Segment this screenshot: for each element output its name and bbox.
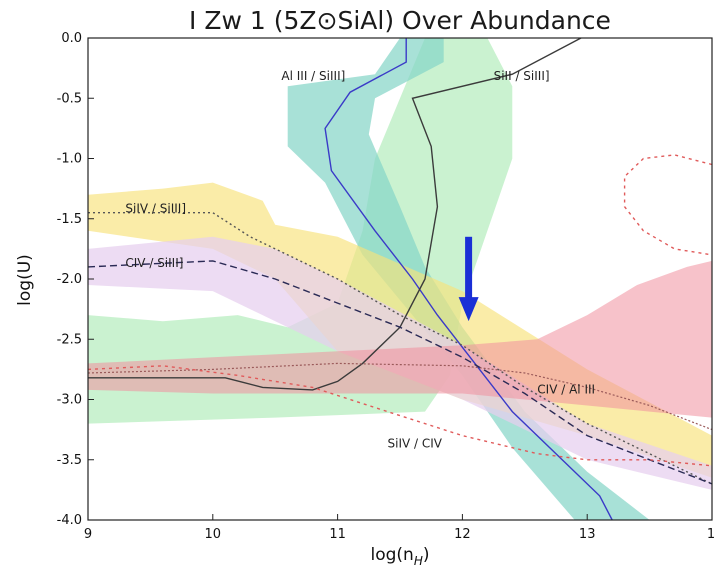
annotation-label: SiIV / CIV [388, 437, 443, 451]
series-line-si4-si3 [88, 211, 713, 485]
annotation-label: SiII / SiIII] [494, 69, 550, 83]
x-tick-label: 1 [707, 527, 715, 542]
x-tick-label: 9 [84, 527, 92, 542]
x-tick-label: 10 [205, 527, 222, 542]
band-pink [88, 260, 712, 418]
x-tick-label: 12 [454, 527, 471, 542]
annotation-label: Al III / SiIII] [281, 69, 345, 83]
annotation-label: CIV / SiIII] [125, 256, 183, 270]
x-axis-label: log(nH) [371, 545, 430, 568]
annotation-group: Al III / SiIII] SiII / SiIII] SiIV / SiIII… [125, 69, 595, 451]
y-tick-label: -2.5 [57, 332, 82, 347]
y-tick-label: 0.0 [61, 31, 82, 46]
y-tick-label: -3.5 [57, 453, 82, 468]
x-tick-label: 11 [329, 527, 346, 542]
arrow-group [458, 236, 479, 322]
series-group [87, 37, 713, 521]
band-group [88, 38, 712, 520]
band-teal [287, 38, 650, 520]
x-axis: 9 10 11 12 13 1 [84, 514, 715, 542]
arrow-head [458, 297, 479, 322]
chart-title: I Zw 1 (5Z⊙SiAl) Over Abundance [189, 6, 611, 35]
series-line-si4-c4 [87, 365, 713, 467]
y-axis: 0.0 -0.5 -1.0 -1.5 -2.0 -2.5 -3.0 -3.5 -4.0 [57, 31, 94, 528]
y-tick-label: -4.0 [57, 513, 82, 528]
y-axis-label: log(U) [15, 254, 35, 306]
series-line-c4-al3 [87, 362, 713, 431]
series-line-c4-si3 [87, 260, 713, 485]
y-tick-label: -0.5 [57, 91, 82, 106]
arrow-shaft [465, 236, 473, 300]
y-tick-label: -3.0 [57, 393, 82, 408]
annotation-label: CIV / Al III [537, 383, 595, 397]
series-line-contour [623, 154, 713, 256]
x-tick-label: 13 [579, 527, 596, 542]
y-tick-label: -1.5 [57, 212, 82, 227]
series-line-al3-si3 [324, 38, 613, 521]
annotation-label: SiIV / SiIII] [125, 202, 186, 216]
y-tick-label: -1.0 [57, 152, 82, 167]
y-tick-label: -2.0 [57, 272, 82, 287]
